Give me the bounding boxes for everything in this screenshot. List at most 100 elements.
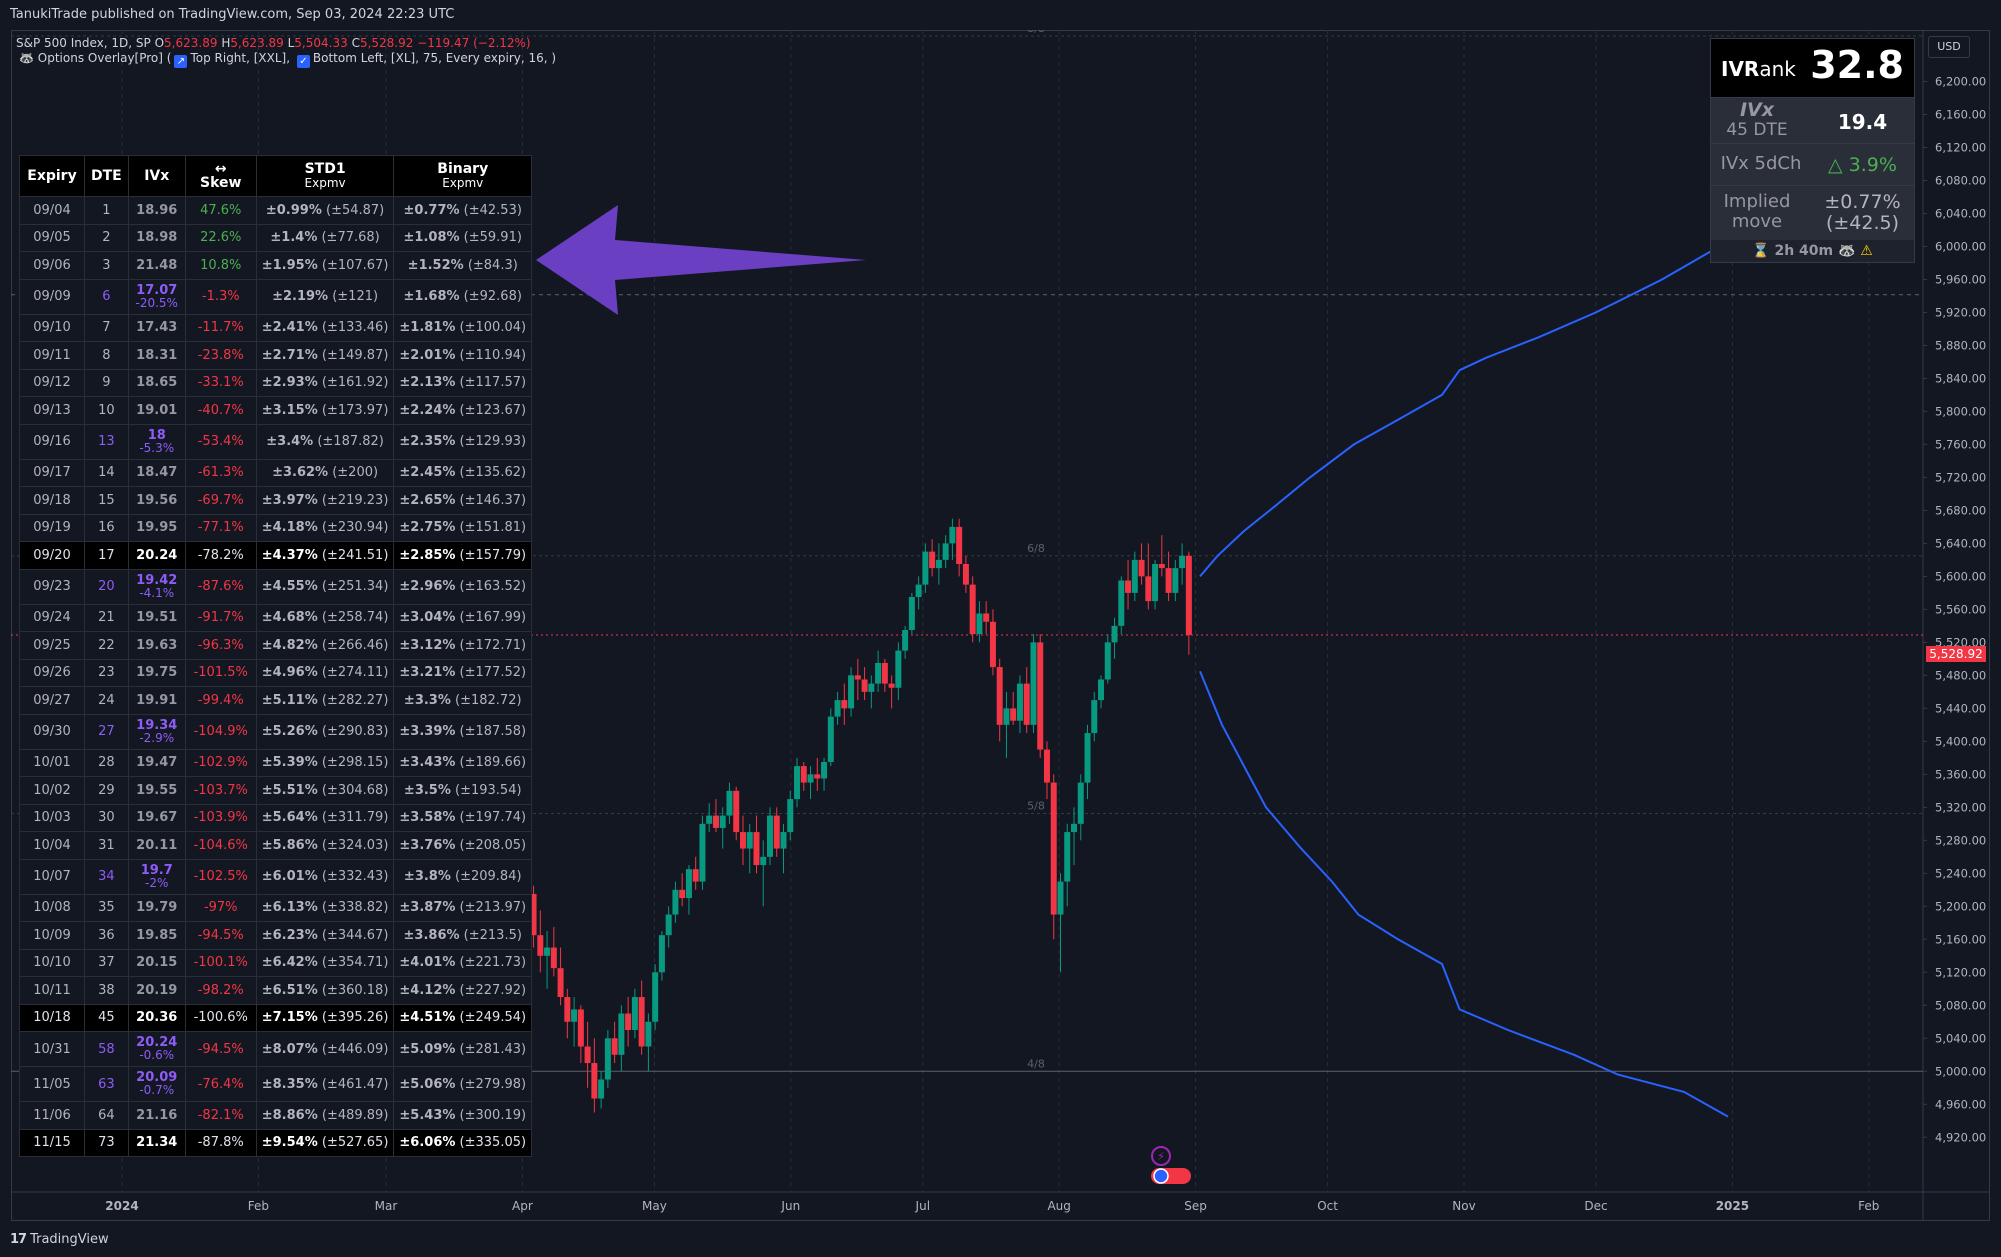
binary-pct: ±3.39% — [399, 724, 456, 739]
cell-dte: 28 — [84, 748, 129, 777]
candle-body — [1152, 564, 1159, 602]
table-row: 09/09 6 17.07 -20.5% -1.3% ±2.19% (±121) ±1.68… — [19, 278, 533, 315]
ivx-value: 19.56 — [136, 492, 178, 508]
table-row: 09/20 17 20.24 -78.2% ±4.37% (±241.51) ±2.85%… — [19, 541, 533, 570]
ivx-value: 18 — [147, 427, 166, 443]
cell-skew: -96.3% — [184, 631, 257, 660]
cell-dte: 73 — [84, 1128, 129, 1157]
candle-body — [625, 1013, 632, 1031]
murrey-level-label: 6/8 — [1027, 542, 1045, 555]
std1-pct: ±4.18% — [261, 520, 318, 536]
cell-std1: ±4.18% (±230.94) — [255, 513, 395, 542]
tanuki-icon: 🦝 — [19, 51, 34, 65]
ivx-value: 21.48 — [136, 257, 178, 273]
std1-pts: (±241.51) — [321, 547, 389, 563]
std1-pts: (±489.89) — [321, 1107, 389, 1123]
cell-skew: -99.4% — [184, 686, 257, 715]
binary-pct: ±3.3% — [403, 692, 451, 708]
cell-binary: ±3.5% (±193.54) — [393, 776, 533, 805]
cell-binary: ±3.39% (±187.58) — [393, 713, 533, 750]
col-dte: DTE — [84, 155, 129, 197]
ivx-value: 18.47 — [136, 465, 178, 481]
table-row: 10/03 30 19.67 -103.9% ±5.64% (±311.79) ±3.58… — [19, 803, 533, 832]
candle-body — [1145, 576, 1152, 602]
time-remaining: ⌛ 2h 40m — [1752, 243, 1834, 259]
col-binary-title: Binary — [437, 161, 489, 177]
cell-skew: -87.8% — [184, 1128, 257, 1157]
std1-pts: (±219.23) — [321, 492, 389, 508]
std1-pts: (±54.87) — [326, 202, 385, 218]
std1-pts: (±354.71) — [321, 955, 389, 971]
cell-ivx: 19.56 — [127, 486, 186, 515]
candle-body — [942, 543, 949, 560]
cell-expiry: 09/26 — [19, 658, 85, 687]
table-row: 11/06 64 21.16 -82.1% ±8.86% (±489.89) ±5.43%… — [19, 1101, 533, 1130]
cell-dte: 22 — [84, 631, 129, 660]
candle-body — [631, 997, 638, 1031]
std1-pts: (±344.67) — [321, 927, 389, 943]
candle-body — [969, 584, 976, 635]
cell-skew: -104.6% — [184, 831, 257, 860]
cell-expiry: 09/05 — [19, 223, 85, 252]
binary-pct: ±3.04% — [399, 610, 456, 626]
last-price-tag: 5,528.92 — [1926, 646, 1986, 662]
cell-std1: ±3.97% (±219.23) — [255, 486, 395, 515]
candle-body — [719, 815, 726, 828]
cell-expiry: 09/20 — [19, 541, 85, 570]
checkbox-checked-icon[interactable]: ✓ — [296, 55, 310, 68]
candle-body — [638, 997, 645, 1047]
candle-body — [848, 675, 855, 709]
col-ivx: IVx — [127, 155, 186, 197]
cell-binary: ±1.81% (±100.04) — [393, 313, 533, 342]
cell-binary: ±3.76% (±208.05) — [393, 831, 533, 860]
lightning-event-icon[interactable] — [1151, 1146, 1171, 1166]
checkbox-icon[interactable]: ↗ — [174, 55, 188, 68]
cell-expiry: 10/09 — [19, 921, 85, 950]
warning-icon[interactable]: ⚠ — [1860, 243, 1873, 259]
candle-body — [604, 1038, 611, 1080]
binary-pts: (±59.91) — [463, 230, 522, 246]
ivx-value: 19.85 — [136, 927, 178, 943]
cell-expiry: 09/24 — [19, 603, 85, 632]
std1-pct: ±2.71% — [261, 347, 318, 363]
y-tick-label: 5,680.00 — [1935, 503, 1986, 517]
candle-body — [739, 832, 746, 849]
cell-expiry: 09/13 — [19, 396, 85, 425]
indicator-legend[interactable]: 🦝 Options Overlay[Pro] (↗ Top Right, [XXL… — [19, 51, 556, 68]
currency-selector[interactable]: USD — [1928, 36, 1970, 58]
x-tick-label: Apr — [512, 1199, 533, 1213]
cell-skew: 22.6% — [184, 223, 257, 252]
cell-skew: -82.1% — [184, 1101, 257, 1130]
cell-ivx: 20.19 — [127, 976, 186, 1005]
ivx-value: 19.95 — [136, 520, 178, 536]
std1-pts: (±446.09) — [321, 1041, 389, 1057]
x-tick-label: May — [642, 1199, 667, 1213]
cell-expiry: 09/19 — [19, 513, 85, 542]
candle-body — [665, 914, 672, 936]
candle-body — [868, 683, 875, 692]
cell-expiry: 11/05 — [19, 1066, 85, 1102]
std1-pct: ±4.82% — [261, 637, 318, 653]
cell-dte: 58 — [84, 1031, 129, 1067]
candle-body — [672, 889, 679, 915]
cell-expiry: 09/11 — [19, 341, 85, 370]
cell-skew: -97% — [184, 893, 257, 922]
table-row: 09/05 2 18.98 22.6% ±1.4% (±77.68) ±1.08% (±5… — [19, 223, 533, 252]
cell-skew: -101.5% — [184, 658, 257, 687]
cell-ivx: 18 -5.3% — [127, 423, 186, 460]
cell-binary: ±2.75% (±151.81) — [393, 513, 533, 542]
candle-body — [564, 997, 571, 1022]
cell-binary: ±3.12% (±172.71) — [393, 631, 533, 660]
ivr-value: 32.8 — [1810, 43, 1904, 87]
candle-body — [787, 799, 794, 833]
candle-body — [1077, 782, 1084, 824]
col-binary-sub: Expmv — [442, 176, 484, 190]
cell-binary: ±5.06% (±279.98) — [393, 1066, 533, 1102]
high-label: H — [221, 36, 231, 50]
cell-skew: -91.7% — [184, 603, 257, 632]
binary-pts: (±249.54) — [459, 1010, 527, 1026]
ivx-value: 20.24 — [136, 1035, 178, 1050]
std1-pct: ±2.93% — [261, 375, 318, 391]
tradingview-brand[interactable]: 17 TradingView — [10, 1232, 109, 1247]
symbol-name[interactable]: S&P 500 Index, 1D, SP — [16, 36, 151, 50]
